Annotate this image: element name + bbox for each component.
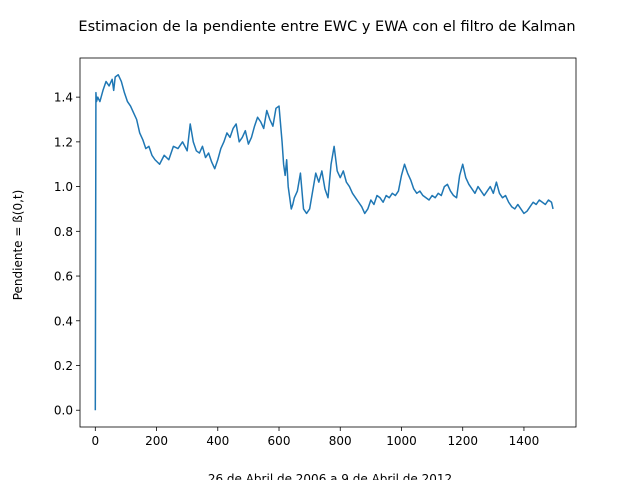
x-tick-label: 200: [145, 434, 168, 448]
y-axis-label: Pendiente = ß(0,t): [11, 190, 25, 301]
y-tick-label: 0.6: [54, 270, 73, 284]
plot-area: 0 200 400 600 800 1000 1200 1400 0.0 0.2 0.4 0.6 0.8…: [54, 57, 577, 448]
y-tick-label: 1.2: [54, 135, 73, 149]
y-tick-label: 1.4: [54, 91, 73, 105]
y-tick-label: 0.0: [54, 404, 73, 418]
x-tick-label: 1000: [386, 434, 417, 448]
x-tick-label: 800: [329, 434, 352, 448]
x-tick-label: 1200: [447, 434, 478, 448]
y-tick-label: 0.4: [54, 314, 73, 328]
series-line-beta: [94, 74, 554, 411]
chart-title: Estimacion de la pendiente entre EWC y E…: [78, 19, 575, 35]
y-tick-label: 0.2: [54, 359, 73, 373]
x-tick-label: 0: [91, 434, 99, 448]
plot-frame: [79, 57, 577, 428]
x-axis-label: 26 de Abril de 2006 a 9 de Abril de 2012: [208, 472, 452, 480]
x-tick-label: 400: [206, 434, 229, 448]
y-tick-label: 0.8: [54, 225, 73, 239]
x-tick-label: 600: [268, 434, 291, 448]
y-tick-label: 1.0: [54, 180, 73, 194]
x-tick-label: 1400: [509, 434, 540, 448]
